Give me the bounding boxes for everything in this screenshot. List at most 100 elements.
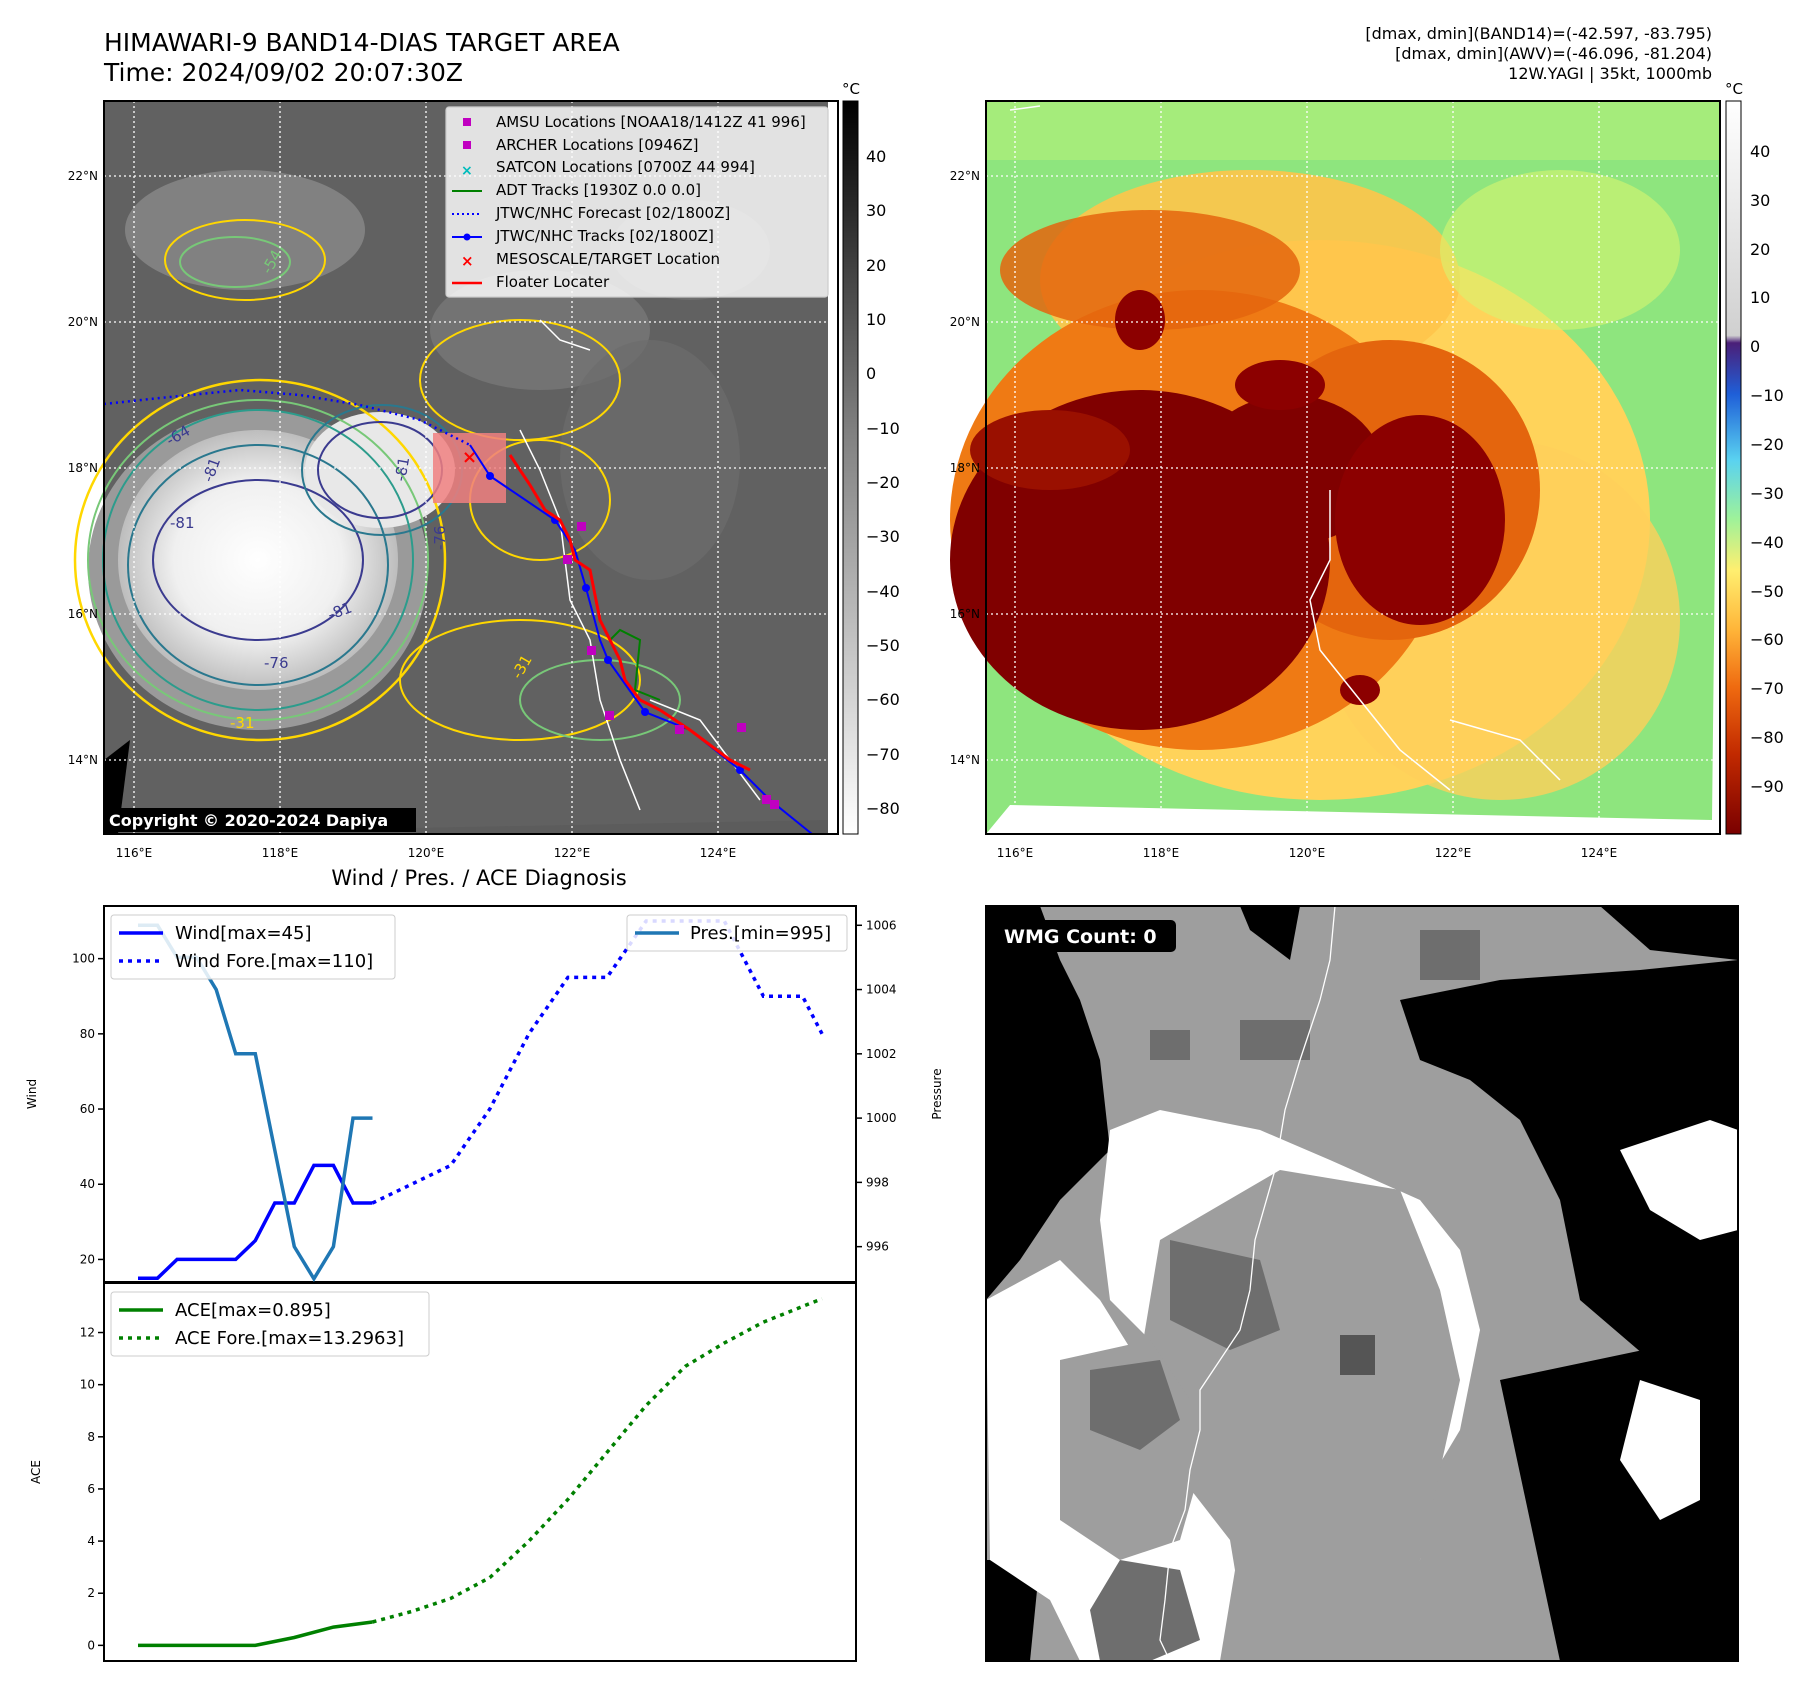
wind-pressure-chart: 20 40 60 80 100 996 998 1000 1002 1004 1006 Wind … bbox=[25, 905, 944, 1283]
svg-text:−20: −20 bbox=[1750, 435, 1784, 454]
colorbar-ir-ticks: 40 30 20 10 0 −10 −20 −30 −40 −50 −60 −7… bbox=[866, 147, 900, 818]
svg-text:−70: −70 bbox=[866, 745, 900, 764]
svg-text:116°E: 116°E bbox=[116, 846, 153, 860]
series-wind bbox=[138, 1163, 373, 1280]
ir-map-frame bbox=[103, 100, 839, 835]
svg-text:20: 20 bbox=[866, 256, 886, 275]
ytick-label: 12 bbox=[80, 1326, 95, 1340]
legend-ace-forecast: ACE Fore.[max=13.2963] bbox=[175, 1328, 404, 1349]
ytick-label: 4 bbox=[87, 1534, 95, 1548]
svg-text:−10: −10 bbox=[866, 419, 900, 438]
ytick-label: 2 bbox=[87, 1586, 95, 1600]
jtwc-track-points bbox=[486, 472, 744, 774]
colorbar-temp: °C 40 30 20 10 0 −10 −20 −30 −40 −50 −60… bbox=[1725, 80, 1784, 835]
copyright-label: Copyright © 2020-2024 Dapiya bbox=[109, 811, 388, 830]
ytick-label: 80 bbox=[80, 1027, 95, 1041]
svg-text:−80: −80 bbox=[1750, 728, 1784, 747]
ytick-label: 0 bbox=[87, 1638, 95, 1652]
wmg-count-badge bbox=[994, 920, 1176, 952]
svg-text:18°N: 18°N bbox=[68, 461, 98, 475]
svg-text:0: 0 bbox=[866, 364, 876, 383]
svg-text:10: 10 bbox=[1750, 288, 1770, 307]
ace-lines bbox=[138, 1297, 823, 1648]
svg-text:−50: −50 bbox=[1750, 582, 1784, 601]
svg-text:20: 20 bbox=[1750, 240, 1770, 259]
coastline bbox=[519, 429, 641, 811]
y2tick-label: 996 bbox=[866, 1240, 889, 1254]
ytick-label: 8 bbox=[87, 1430, 95, 1444]
svg-text:22°N: 22°N bbox=[950, 169, 980, 183]
ace-axis-label: ACE bbox=[29, 1460, 43, 1484]
svg-text:120°E: 120°E bbox=[1289, 846, 1326, 860]
colorbar-temp-unit: °C bbox=[1725, 80, 1743, 98]
svg-text:−30: −30 bbox=[866, 527, 900, 546]
legend-jtwc-tracks: JTWC/NHC Tracks [02/1800Z] bbox=[495, 227, 714, 245]
svg-text:14°N: 14°N bbox=[950, 753, 980, 767]
pressure-axis-label: Pressure bbox=[930, 1068, 944, 1119]
map-tick-labels: 116°E 118°E 120°E 122°E 124°E 22°N 20°N … bbox=[68, 169, 1618, 860]
svg-text:22°N: 22°N bbox=[68, 169, 98, 183]
svg-text:−70: −70 bbox=[1750, 679, 1784, 698]
coastline bbox=[1309, 490, 1451, 791]
colorbar-temp-ticks: 40 30 20 10 0 −10 −20 −30 −40 −50 −60 −7… bbox=[1750, 142, 1784, 796]
wmg-frame bbox=[985, 905, 1739, 1662]
svg-text:120°E: 120°E bbox=[408, 846, 445, 860]
mesoscale-target-marker: × bbox=[462, 447, 477, 468]
legend-satcon: SATCON Locations [0700Z 44 994] bbox=[496, 158, 755, 176]
svg-text:−90: −90 bbox=[1750, 777, 1784, 796]
svg-text:18°N: 18°N bbox=[950, 461, 980, 475]
svg-text:−60: −60 bbox=[1750, 630, 1784, 649]
forecast-track bbox=[103, 388, 471, 447]
y2tick-label: 1004 bbox=[866, 983, 897, 997]
contour-label: -81 bbox=[170, 514, 195, 532]
legend-jtwc-forecast: JTWC/NHC Forecast [02/1800Z] bbox=[495, 204, 730, 222]
ytick-label: 40 bbox=[80, 1177, 95, 1191]
ytick-label: 60 bbox=[80, 1102, 95, 1116]
target-box bbox=[433, 433, 506, 503]
floater-track bbox=[508, 454, 751, 772]
svg-text:×: × bbox=[461, 163, 473, 179]
pressure-legend: Pres.[min=995] bbox=[626, 914, 848, 952]
legend-pressure: Pres.[min=995] bbox=[690, 923, 831, 944]
svg-text:−20: −20 bbox=[866, 473, 900, 492]
svg-text:118°E: 118°E bbox=[1143, 846, 1180, 860]
svg-text:10: 10 bbox=[866, 310, 886, 329]
ace-legend: ACE[max=0.895] ACE Fore.[max=13.2963] bbox=[110, 1291, 430, 1357]
temperature-map-frame bbox=[985, 100, 1721, 835]
diagnosis-title: Wind / Pres. / ACE Diagnosis bbox=[331, 866, 626, 890]
ytick-label: 100 bbox=[72, 952, 95, 966]
figure-title: HIMAWARI-9 BAND14-DIAS TARGET AREA bbox=[104, 28, 620, 57]
map-grid bbox=[986, 101, 1720, 834]
legend-ace: ACE[max=0.895] bbox=[175, 1300, 331, 1321]
svg-text:16°N: 16°N bbox=[950, 607, 980, 621]
svg-text:124°E: 124°E bbox=[1581, 846, 1618, 860]
svg-text:14°N: 14°N bbox=[68, 753, 98, 767]
svg-text:20°N: 20°N bbox=[68, 315, 98, 329]
colorbar-ir-unit: °C bbox=[842, 80, 860, 98]
svg-text:122°E: 122°E bbox=[1435, 846, 1472, 860]
wind-yticks: 20 40 60 80 100 bbox=[72, 952, 104, 1266]
y2tick-label: 1002 bbox=[866, 1047, 897, 1061]
svg-text:0: 0 bbox=[1750, 337, 1760, 356]
pressure-yticks: 996 998 1000 1002 1004 1006 bbox=[856, 918, 897, 1254]
info-storm: 12W.YAGI | 35kt, 1000mb bbox=[1508, 64, 1712, 83]
svg-text:−40: −40 bbox=[866, 582, 900, 601]
svg-text:−10: −10 bbox=[1750, 386, 1784, 405]
series-wind-fore bbox=[371, 919, 824, 1205]
svg-text:116°E: 116°E bbox=[997, 846, 1034, 860]
map-legend: × × AMSU Locations [NOAA18/1412Z 41 996]… bbox=[445, 106, 829, 298]
legend-adt: ADT Tracks [1930Z 0.0 0.0] bbox=[496, 181, 701, 199]
contour-label: -31 bbox=[230, 714, 255, 732]
legend-wind: Wind[max=45] bbox=[175, 923, 312, 944]
info-band14: [dmax, dmin](BAND14)=(-42.597, -83.795) bbox=[1365, 24, 1712, 43]
svg-text:×: × bbox=[461, 252, 474, 270]
temperature-map-panel bbox=[950, 100, 1721, 835]
contour-label: -76 bbox=[264, 654, 289, 672]
legend-amsu: AMSU Locations [NOAA18/1412Z 41 996] bbox=[496, 113, 806, 131]
legend-floater: Floater Locater bbox=[496, 273, 610, 291]
amsu-archer-points bbox=[563, 522, 779, 809]
ytick-label: 20 bbox=[80, 1252, 95, 1266]
legend-archer: ARCHER Locations [0946Z] bbox=[496, 136, 699, 154]
ytick-label: 6 bbox=[87, 1482, 95, 1496]
map-grid bbox=[104, 101, 838, 834]
